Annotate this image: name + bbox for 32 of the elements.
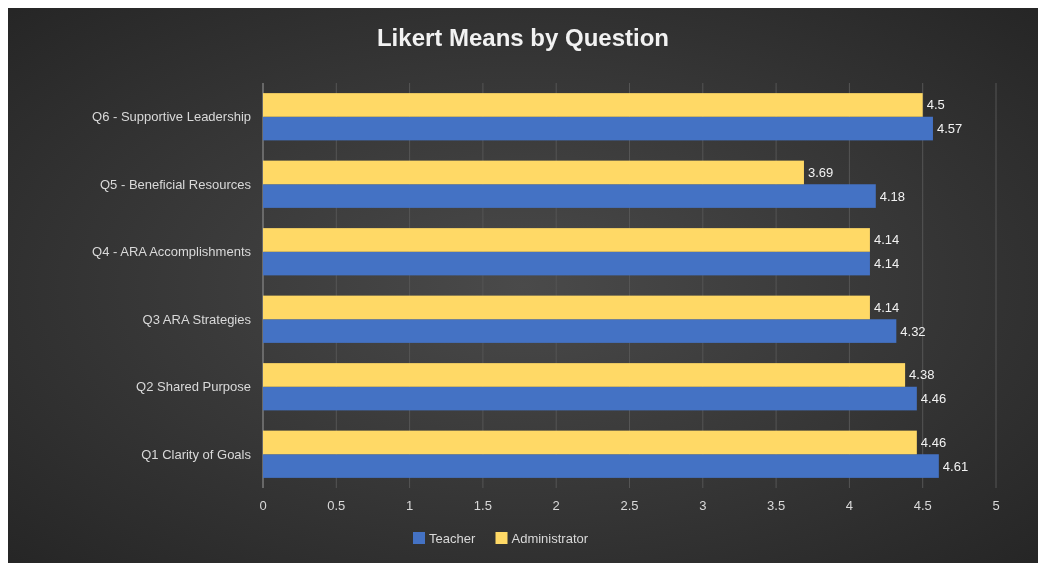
x-tick-label: 3.5 bbox=[767, 498, 786, 513]
y-tick-label: Q5 - Beneficial Resources bbox=[99, 176, 252, 192]
data-label: 4.32 bbox=[900, 323, 926, 339]
x-tick-label: 5 bbox=[992, 498, 1000, 513]
x-tick-label: 0 bbox=[259, 498, 267, 513]
data-label: 4.38 bbox=[909, 367, 935, 383]
data-label: 4.14 bbox=[873, 299, 900, 315]
data-label: 4.18 bbox=[879, 188, 906, 204]
y-tick-label: Q6 - Supportive Leadership bbox=[92, 109, 251, 125]
legend-label: Teacher bbox=[429, 531, 476, 546]
x-tick-label: 1.5 bbox=[473, 498, 492, 513]
x-tick-label: 4 bbox=[845, 498, 854, 513]
y-tick-label: Q1 Clarity of Goals bbox=[141, 446, 252, 462]
y-tick-label: Q3 ARA Strategies bbox=[142, 311, 252, 327]
x-tick-label: 0.5 bbox=[327, 498, 346, 513]
data-label: 4.5 bbox=[926, 97, 945, 113]
data-label: 4.14 bbox=[873, 256, 900, 272]
data-label: 4.61 bbox=[942, 458, 969, 474]
data-label: 4.57 bbox=[936, 121, 963, 137]
x-tick-label: 4.5 bbox=[913, 498, 932, 513]
x-tick-label: 2 bbox=[552, 498, 560, 513]
data-label: 3.69 bbox=[807, 164, 834, 180]
data-label: 4.46 bbox=[920, 391, 947, 407]
x-tick-label: 2.5 bbox=[620, 498, 639, 513]
x-tick-label: 1 bbox=[405, 498, 414, 513]
data-label: 4.46 bbox=[920, 434, 947, 450]
chart-title: Likert Means by Question bbox=[376, 24, 670, 51]
data-label: 4.14 bbox=[873, 232, 900, 248]
legend-label: Administrator bbox=[511, 531, 589, 546]
y-tick-label: Q2 Shared Purpose bbox=[136, 379, 251, 395]
y-tick-label: Q4 - ARA Accomplishments bbox=[92, 244, 252, 260]
x-tick-label: 3 bbox=[699, 498, 707, 513]
